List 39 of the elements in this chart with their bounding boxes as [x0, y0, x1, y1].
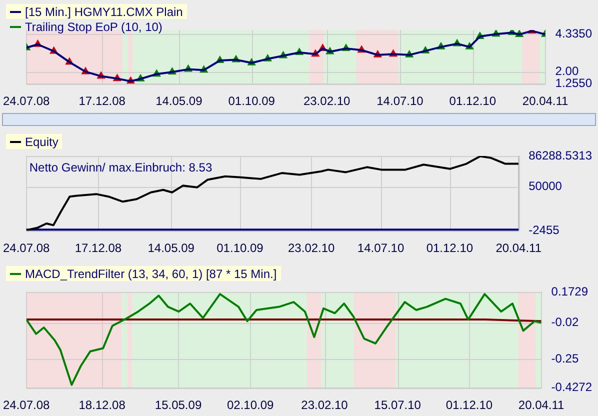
- x-tick-label: 20.04.11: [496, 241, 542, 256]
- y-tick-label: 2.00: [555, 64, 579, 78]
- x-tick-label: 23.02.10: [303, 94, 350, 108]
- x-tick-label: 02.10.09: [226, 398, 274, 412]
- y-tick-label: 1.2550: [555, 76, 592, 90]
- legend-label: Trailing Stop EoP (10, 10): [25, 20, 162, 34]
- y-tick-label: -0.25: [551, 352, 579, 366]
- y-tick-label: 4.3350: [555, 26, 592, 41]
- x-tick-label: 01.10.09: [228, 94, 276, 108]
- x-tick-label: 23.02.10: [288, 241, 336, 256]
- y-tick-label: 0.1729: [551, 284, 588, 298]
- legend-label: [15 Min.] HGMY11.CMX Plain: [25, 4, 183, 18]
- x-tick-label: 24.07.08: [2, 94, 50, 108]
- x-tick-label: 24.07.08: [2, 241, 50, 256]
- x-tick-label: 18.12.08: [78, 398, 126, 412]
- legend-label: Equity: [25, 134, 58, 148]
- y-tick-label: 50000: [528, 178, 562, 193]
- x-tick-label: 23.02.10: [301, 398, 348, 412]
- x-tick-label: 01.12.10: [446, 398, 493, 412]
- x-tick-label: 01.10.09: [216, 241, 264, 256]
- x-tick-label: 20.04.11: [518, 398, 565, 412]
- x-tick-label: 01.12.10: [449, 94, 496, 108]
- x-tick-label: 20.04.11: [522, 94, 569, 108]
- x-tick-label: 14.07.10: [357, 241, 404, 256]
- legend-label: MACD_TrendFilter (13, 34, 60, 1) [87 * 15 Min.]: [25, 266, 277, 280]
- x-tick-label: 24.07.08: [2, 398, 50, 412]
- x-tick-label: 15.05.09: [154, 398, 202, 412]
- y-tick-label: -0.02: [551, 315, 579, 330]
- x-tick-label: 17.12.08: [74, 241, 122, 256]
- x-tick-label: 14.07.10: [376, 94, 424, 108]
- y-tick-label: 86288.5313: [528, 148, 592, 162]
- annotation: Netto Gewinn/ max.Einbruch: 8.53: [29, 160, 212, 174]
- x-tick-label: 14.05.09: [148, 241, 195, 256]
- y-tick-label: -2455: [528, 222, 560, 237]
- x-tick-label: 14.05.09: [156, 94, 203, 108]
- x-tick-label: 17.12.08: [78, 94, 126, 108]
- x-tick-label: 01.12.10: [426, 241, 474, 256]
- y-tick-label: -0.4272: [551, 380, 592, 394]
- x-tick-label: 15.07.10: [374, 398, 422, 412]
